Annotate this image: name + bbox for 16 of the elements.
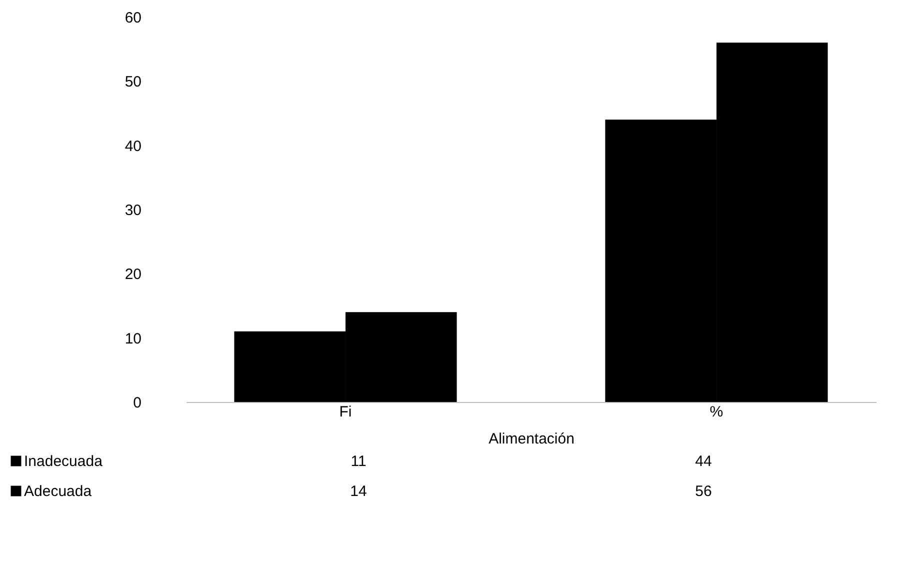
x-axis-title: Alimentación — [488, 430, 574, 448]
data-label: 44 — [695, 453, 712, 470]
x-tick-label: % — [710, 404, 724, 420]
y-tick-label: 60 — [124, 10, 142, 26]
data-label: 14 — [350, 483, 367, 500]
data-label: 11 — [350, 453, 366, 470]
y-tick-label: 10 — [124, 330, 142, 348]
y-tick-label: 50 — [124, 74, 142, 91]
y-tick-label: 40 — [124, 138, 142, 155]
y-tick-label: 20 — [124, 266, 142, 284]
x-tick-label: Fi — [339, 404, 352, 420]
y-tick-label: 30 — [124, 202, 142, 219]
legend-label: Adecuada — [24, 483, 92, 500]
y-tick-label: 0 — [133, 394, 142, 412]
data-label: 56 — [695, 483, 712, 500]
legend-label: Inadecuada — [24, 453, 104, 470]
